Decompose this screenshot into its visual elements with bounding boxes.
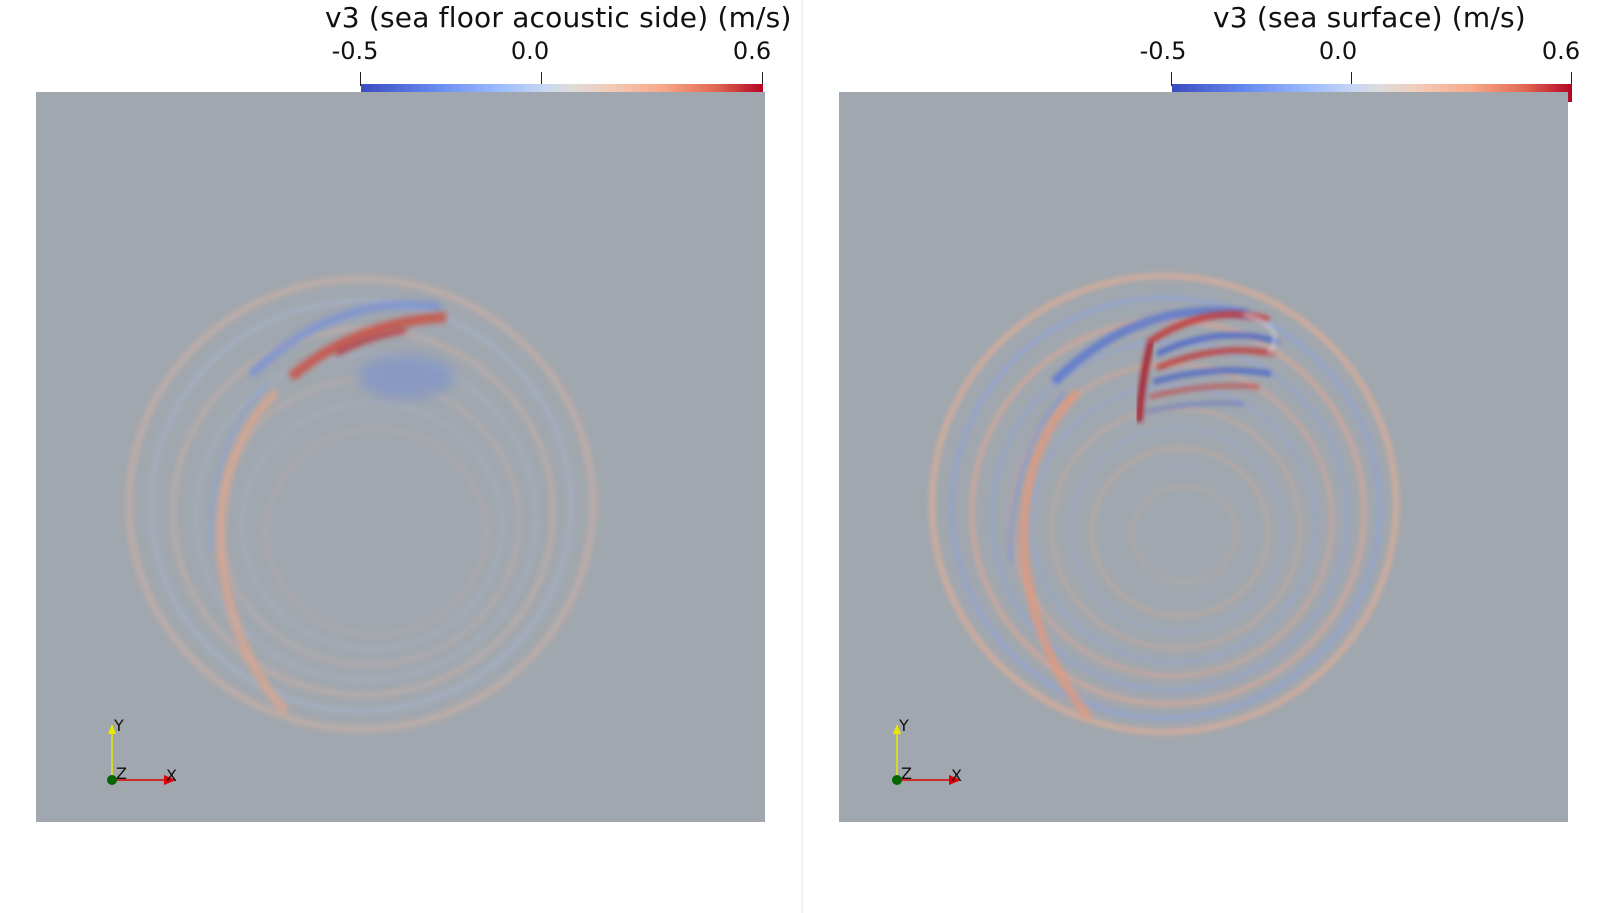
colorbar-mid-label-left: 0.0: [510, 37, 550, 65]
colorbar-title-right: v3 (sea surface) (m/s): [1213, 1, 1526, 34]
axis-y-label-left: Y: [114, 716, 124, 735]
axis-z-label-left: Z: [116, 764, 127, 783]
axes-glyph-left: [107, 724, 176, 785]
colorbar-tick-mid-right: [1351, 72, 1352, 86]
colorbar-min-label-right: -0.5: [1139, 37, 1187, 65]
panel-divider[interactable]: [801, 0, 803, 913]
colorbar-min-label-left: -0.5: [331, 37, 379, 65]
axis-z-label-right: Z: [901, 764, 912, 783]
orientation-axes-right: Y Z X: [881, 716, 981, 790]
render-view-right[interactable]: v3 (sea surface) (m/s) -0.5 0.0 0.6: [803, 0, 1603, 913]
axis-x-label-right: X: [951, 766, 962, 785]
orientation-axes-left: Y Z X: [96, 716, 196, 790]
axis-y-label-right: Y: [899, 716, 909, 735]
colorbar-max-label-left: 0.6: [732, 37, 772, 65]
axes-glyph-right: [892, 724, 961, 785]
colorbar-mid-label-right: 0.0: [1318, 37, 1358, 65]
colorbar-tick-min-right: [1171, 72, 1172, 86]
axis-x-label-left: X: [166, 766, 177, 785]
colorbar-tick-min-left: [360, 72, 361, 86]
velocity-field-left: [36, 92, 765, 822]
colorbar-max-label-right: 0.6: [1541, 37, 1581, 65]
render-view-left[interactable]: v3 (sea floor acoustic side) (m/s) -0.5 …: [0, 0, 801, 913]
colorbar-tick-max-left: [762, 72, 763, 86]
colorbar-tick-mid-left: [541, 72, 542, 86]
colorbar-tick-max-right: [1571, 72, 1572, 86]
velocity-field-right: [839, 92, 1568, 822]
colorbar-title-left: v3 (sea floor acoustic side) (m/s): [325, 1, 792, 34]
